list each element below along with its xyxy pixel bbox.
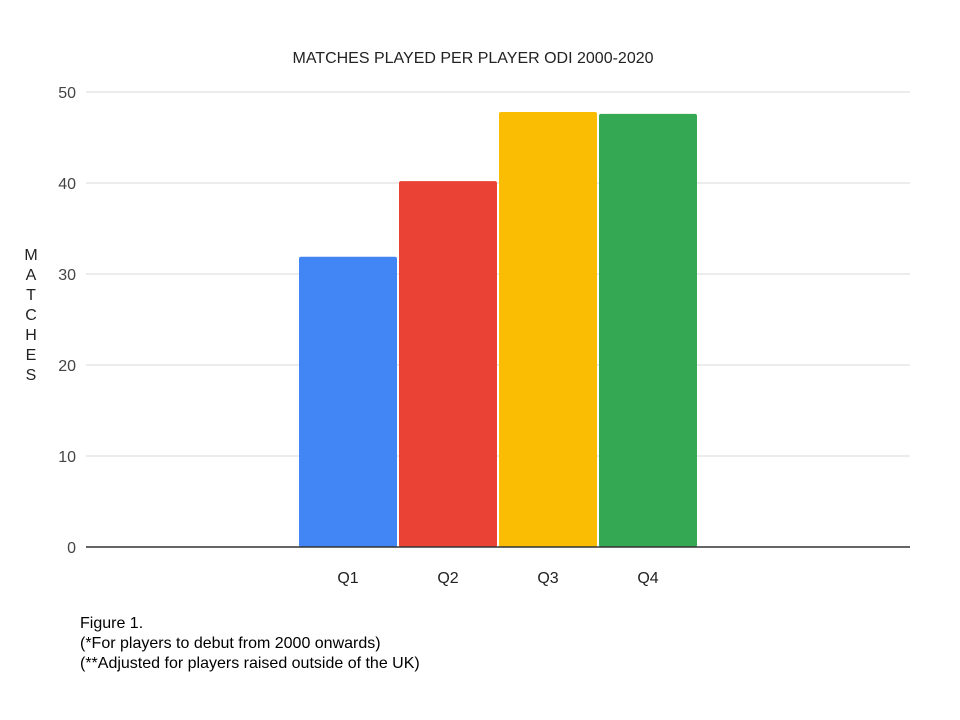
y-axis-label-letter: M [24, 247, 37, 264]
bar-q4 [599, 113, 697, 547]
bar-q2 [399, 181, 497, 547]
figure-caption: Figure 1. (*For players to debut from 20… [80, 614, 420, 674]
chart-title: MATCHES PLAYED PER PLAYER ODI 2000-2020 [292, 50, 653, 67]
y-tick-label: 20 [58, 358, 76, 375]
y-axis-label-letter: S [26, 367, 37, 384]
x-category-label: Q4 [637, 570, 658, 587]
y-axis-label-letter: E [26, 347, 37, 364]
caption-figure-number: Figure 1. [80, 615, 144, 632]
y-axis-label-letter: C [25, 307, 37, 324]
y-axis-label-letter: T [26, 287, 36, 304]
y-tick-label: 40 [58, 176, 76, 193]
caption-note-adjusted: (**Adjusted for players raised outside o… [80, 655, 420, 672]
y-axis-label-letter: A [26, 267, 37, 284]
x-category-label: Q2 [437, 570, 458, 587]
y-tick-label: 30 [58, 267, 76, 284]
y-tick-label: 10 [58, 449, 76, 466]
y-axis-label-letter: H [25, 327, 37, 344]
x-category-label: Q1 [337, 570, 358, 587]
x-axis-categories: Q1 Q2 Q3 Q4 [337, 570, 658, 587]
y-tick-label: 0 [67, 540, 76, 557]
caption-note-debut: (*For players to debut from 2000 onwards… [80, 635, 381, 652]
y-tick-label: 50 [58, 85, 76, 102]
bar-q1 [299, 256, 397, 547]
gridlines [86, 91, 910, 457]
x-category-label: Q3 [537, 570, 558, 587]
bar-q3 [499, 112, 597, 548]
y-axis-ticks: 0 10 20 30 40 50 [58, 85, 76, 557]
bars [299, 112, 697, 548]
